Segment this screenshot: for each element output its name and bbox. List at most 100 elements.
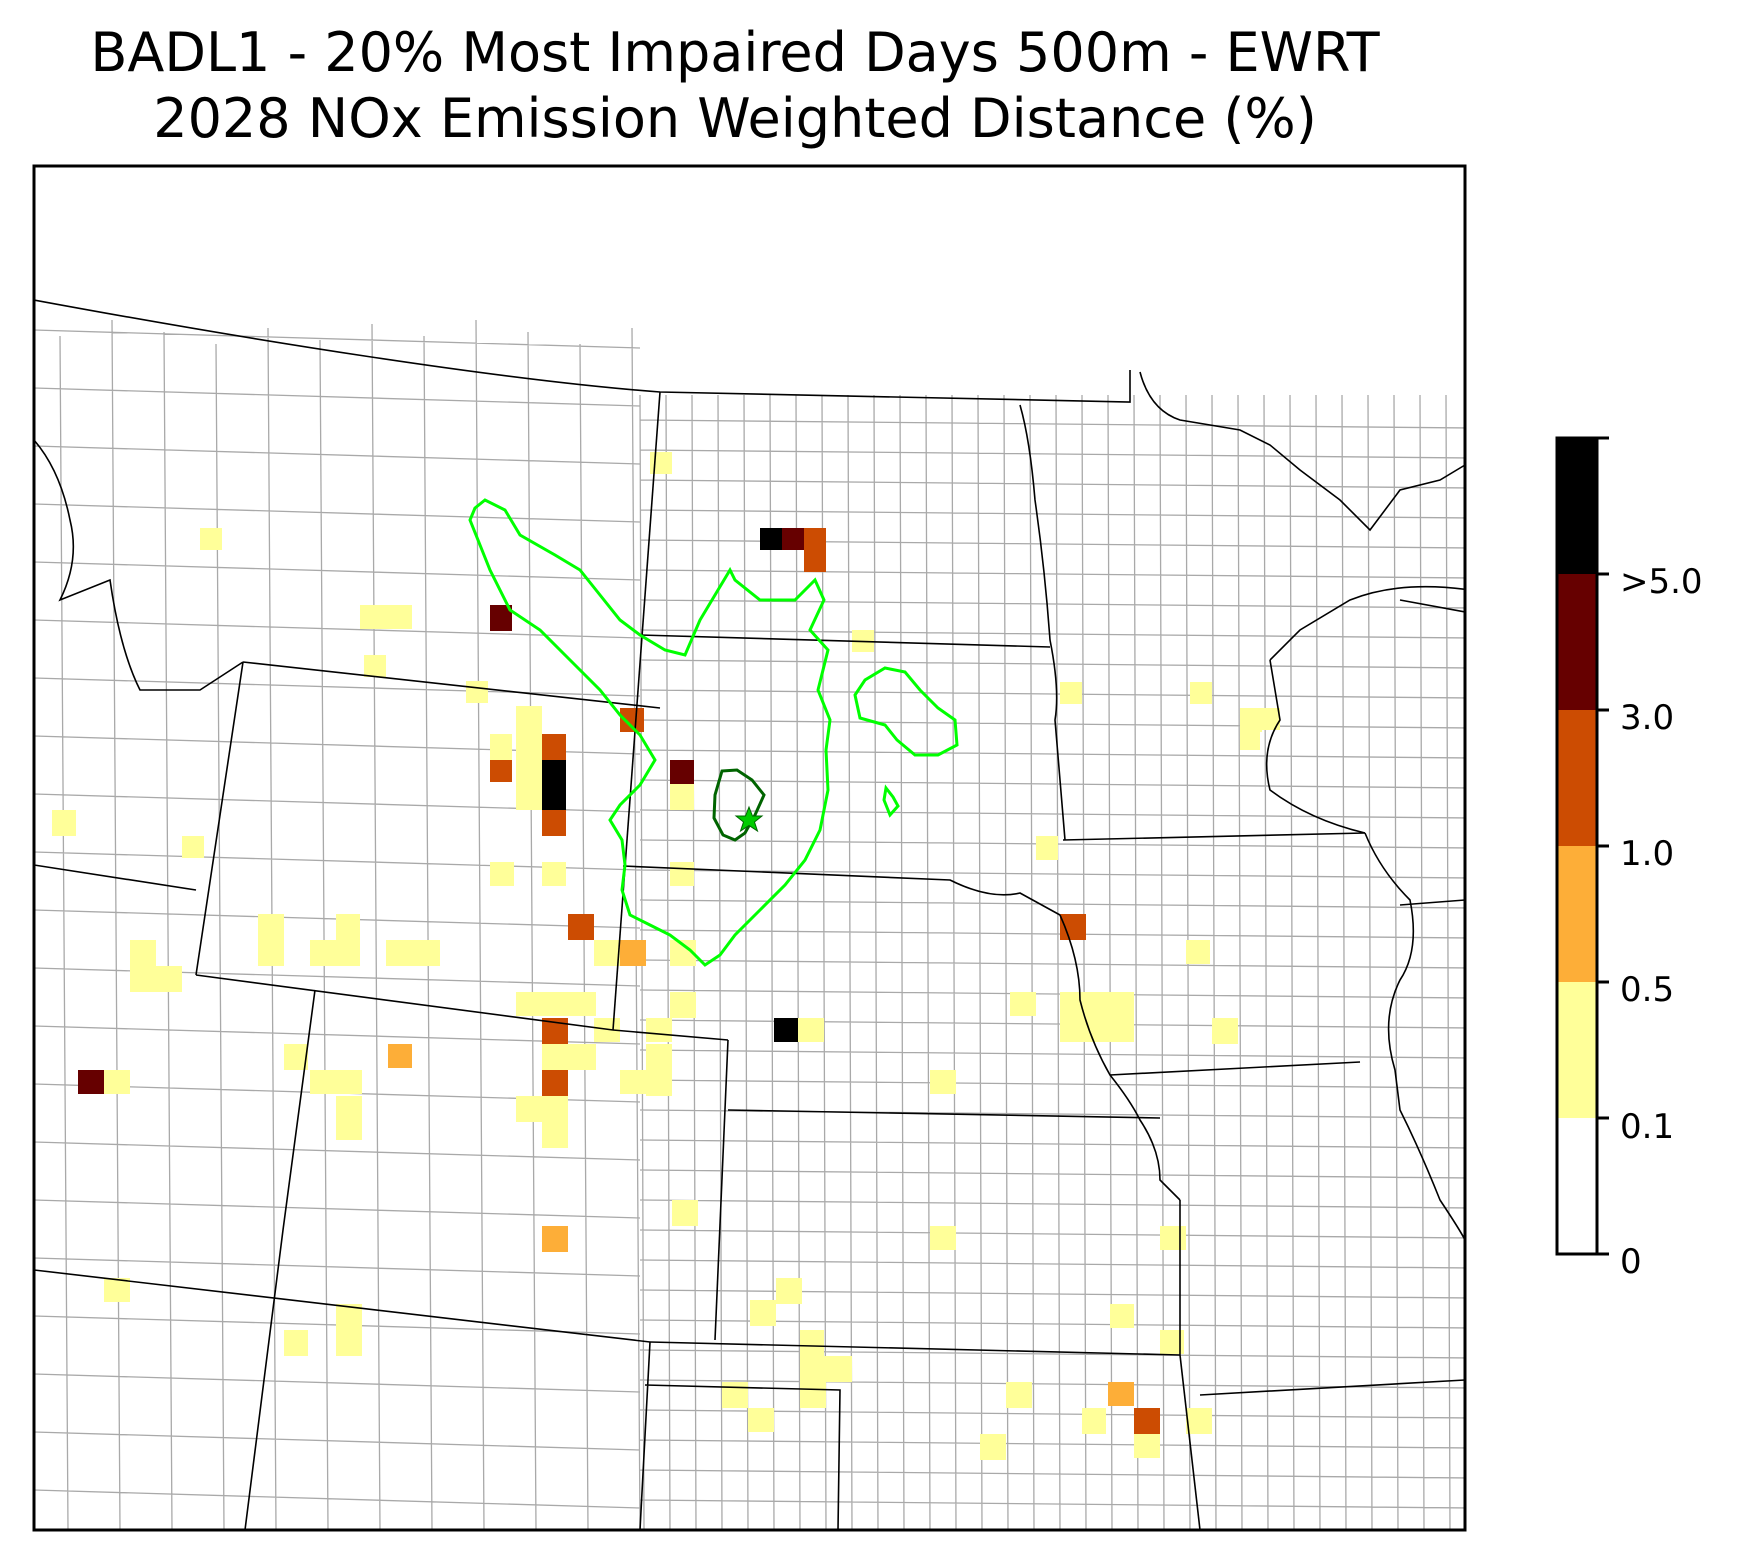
idaho-montana-border bbox=[34, 439, 244, 691]
emission-cell bbox=[646, 1018, 672, 1042]
colorbar-label-0-1: 0.1 bbox=[1620, 1107, 1675, 1147]
emission-cell bbox=[782, 528, 804, 550]
emission-cell bbox=[130, 940, 156, 992]
emission-cell bbox=[258, 914, 284, 966]
arizona-utah-border bbox=[34, 1269, 651, 1343]
colorbar-label-gt-5: >5.0 bbox=[1620, 562, 1703, 602]
emission-cell bbox=[1186, 1408, 1212, 1434]
emission-cell bbox=[156, 966, 182, 992]
nd-sd-border bbox=[639, 634, 1051, 648]
colorbar-label-0: 0 bbox=[1620, 1242, 1642, 1282]
emission-cell bbox=[336, 914, 360, 966]
star-icon bbox=[734, 805, 764, 833]
emission-cell bbox=[336, 1096, 362, 1140]
wyoming-south-border bbox=[195, 974, 614, 1031]
ok-panhandle-border bbox=[639, 1341, 841, 1530]
colorbar-label-1-0: 1.0 bbox=[1620, 834, 1675, 874]
mississippi-river bbox=[1364, 832, 1465, 1241]
emission-cell bbox=[1240, 708, 1262, 732]
emission-cell bbox=[594, 940, 620, 966]
emission-cell bbox=[1108, 1382, 1134, 1406]
emission-cell bbox=[542, 1226, 568, 1252]
emission-cell bbox=[466, 681, 488, 703]
emission-cell bbox=[1212, 1018, 1238, 1044]
colorbar-swatch bbox=[1557, 982, 1597, 1118]
map-body bbox=[34, 299, 1465, 1530]
colorado-north-border bbox=[612, 1029, 729, 1041]
emission-cell bbox=[750, 1300, 776, 1326]
emission-cell bbox=[798, 1018, 824, 1042]
emission-cell bbox=[620, 1070, 646, 1094]
emission-cell bbox=[360, 605, 412, 629]
colorbar-swatch bbox=[1557, 438, 1597, 574]
emission-cell bbox=[542, 810, 566, 836]
sd-ne-border bbox=[622, 865, 1061, 916]
emission-cell bbox=[760, 528, 782, 550]
ne-ks-border bbox=[727, 1109, 1161, 1119]
emission-cell bbox=[310, 1070, 362, 1094]
mn-west-border bbox=[1019, 404, 1066, 841]
emission-cell bbox=[672, 1200, 698, 1226]
emission-cell bbox=[200, 528, 222, 550]
emission-cell bbox=[542, 734, 566, 760]
emission-cell bbox=[1240, 730, 1260, 750]
emission-cell bbox=[310, 940, 336, 966]
emission-cell bbox=[722, 1382, 748, 1408]
emission-cell bbox=[670, 862, 694, 886]
colorbar-swatch bbox=[1557, 574, 1597, 710]
emission-cell bbox=[1260, 708, 1280, 730]
emission-cell bbox=[490, 862, 514, 886]
colorbar-swatch bbox=[1557, 710, 1597, 846]
mi-upper-border bbox=[1399, 599, 1465, 613]
emission-cell bbox=[542, 862, 566, 886]
emission-cell bbox=[1134, 1434, 1160, 1458]
wi-mn-border bbox=[1265, 659, 1366, 834]
emission-cell bbox=[1160, 1226, 1186, 1250]
lake-superior-shore bbox=[1269, 585, 1465, 661]
emission-cells bbox=[52, 452, 1280, 1460]
utah-colorado-border bbox=[244, 989, 316, 1530]
emission-cell bbox=[646, 1044, 672, 1096]
outer-contour-east bbox=[853, 666, 959, 757]
emission-cell bbox=[1082, 1408, 1106, 1434]
emission-cell bbox=[516, 706, 542, 810]
ks-ok-border bbox=[649, 1341, 1181, 1356]
emission-cell bbox=[800, 1356, 852, 1382]
colorado-east-border bbox=[714, 1039, 729, 1341]
emission-cell bbox=[284, 1044, 308, 1070]
emission-cell bbox=[104, 1278, 130, 1302]
emission-cell bbox=[490, 734, 512, 760]
emission-cell bbox=[542, 1070, 568, 1096]
emission-cell bbox=[104, 1070, 130, 1094]
ok-east-border bbox=[1179, 1354, 1201, 1530]
emission-cell bbox=[78, 1070, 104, 1094]
emission-cell bbox=[1060, 682, 1082, 704]
ia-mo-border bbox=[1109, 1061, 1361, 1076]
emission-cell bbox=[52, 810, 76, 836]
emission-cell bbox=[568, 914, 594, 940]
emission-cell bbox=[620, 940, 646, 966]
emission-cell bbox=[1190, 682, 1212, 704]
emission-cell bbox=[800, 1382, 826, 1408]
mn-ia-border bbox=[1062, 832, 1366, 841]
county-grid bbox=[34, 319, 1465, 1530]
emission-cell bbox=[670, 784, 694, 810]
emission-cell bbox=[542, 1044, 596, 1070]
emission-cell bbox=[1060, 992, 1086, 1042]
emission-cell bbox=[980, 1434, 1006, 1460]
emission-cell bbox=[1134, 1408, 1160, 1434]
inner-contour bbox=[712, 768, 766, 842]
emission-cell bbox=[1010, 992, 1036, 1016]
county-boundaries bbox=[34, 319, 1465, 1530]
chart-title-line2: 2028 NOx Emission Weighted Distance (%) bbox=[153, 87, 1317, 150]
emission-cell bbox=[650, 452, 672, 474]
outer-contour-small bbox=[882, 784, 900, 818]
emission-cell bbox=[364, 655, 386, 677]
wi-il-border bbox=[1399, 899, 1465, 906]
outer-contour bbox=[468, 498, 832, 967]
emission-cell bbox=[804, 550, 826, 572]
emission-cell bbox=[804, 528, 826, 550]
colorbar-swatch bbox=[1557, 846, 1597, 982]
colorbar bbox=[1555, 436, 1609, 1256]
